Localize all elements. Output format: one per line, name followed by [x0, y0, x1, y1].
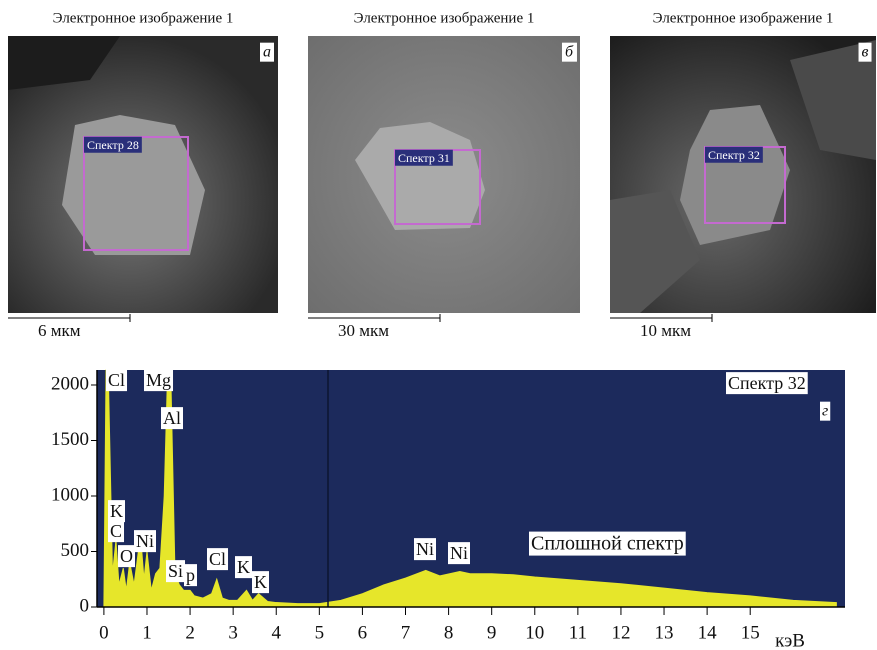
shadow — [8, 36, 120, 90]
y-tick-label: 2000 — [51, 373, 89, 394]
peak-label: Спектр 32 — [728, 373, 806, 393]
peak-label: Cl — [209, 549, 226, 569]
x-axis-label: кэВ — [775, 630, 805, 650]
label-box — [84, 136, 142, 153]
label-box — [726, 372, 808, 395]
peak-label: Al — [163, 408, 181, 428]
x-tick-label: 3 — [228, 622, 238, 643]
spectrum-label: Спектр 28 — [87, 138, 139, 152]
panel-letter: б — [565, 44, 574, 61]
label-box — [252, 571, 269, 594]
peak-label: г — [822, 403, 828, 420]
label-box — [106, 369, 128, 392]
x-tick-label: 2 — [185, 622, 195, 643]
label-box — [529, 531, 686, 556]
spectrum-label: Спектр 31 — [398, 151, 450, 165]
peak-label: Si — [168, 561, 183, 581]
label-box — [207, 548, 229, 571]
label-box — [820, 401, 831, 421]
y-tick-label: 0 — [80, 595, 90, 616]
peak-label: Cl — [108, 370, 125, 390]
x-tick-label: 14 — [698, 622, 718, 643]
peak-label: Ni — [136, 531, 154, 551]
peak-label: Сплошной спектр — [531, 533, 684, 555]
label-box — [448, 542, 470, 565]
scale-label: 10 мкм — [640, 321, 691, 340]
label-box — [134, 530, 156, 553]
label-box — [858, 42, 872, 62]
x-tick-label: 1 — [142, 622, 152, 643]
peak-label: K — [237, 557, 250, 577]
x-tick-label: 15 — [741, 622, 760, 643]
scale-label: 6 мкм — [38, 321, 81, 340]
x-tick-label: 5 — [315, 622, 325, 643]
rock — [610, 190, 700, 313]
label-box — [414, 538, 436, 561]
label-box — [395, 149, 453, 166]
label-box — [108, 500, 125, 523]
x-tick-label: 4 — [271, 622, 281, 643]
label-box — [705, 146, 763, 163]
label-box — [108, 520, 125, 543]
label-box — [166, 560, 186, 583]
caption: Электронное изображение 1 — [653, 10, 834, 26]
peak-label: Mg — [146, 370, 171, 390]
y-tick-label: 1000 — [51, 484, 89, 505]
label-box — [260, 42, 274, 62]
x-tick-label: 10 — [525, 622, 544, 643]
x-tick-label: 11 — [569, 622, 587, 643]
peak-label: O — [120, 546, 133, 566]
spectrum-area — [103, 369, 837, 608]
peak-label: Ni — [416, 539, 434, 559]
x-tick-label: 9 — [487, 622, 497, 643]
panel-letter: в — [862, 44, 869, 61]
x-tick-label: 0 — [99, 622, 109, 643]
x-tick-label: 6 — [358, 622, 368, 643]
x-tick-label: 13 — [655, 622, 674, 643]
peak-label: Ni — [450, 543, 468, 563]
label-box — [561, 42, 577, 62]
spectrum-label: Спектр 32 — [708, 148, 760, 162]
label-box — [161, 407, 183, 430]
peak-label: C — [110, 521, 122, 541]
label-box — [118, 545, 135, 568]
caption: Электронное изображение 1 — [53, 10, 234, 26]
label-box — [184, 564, 197, 587]
y-tick-label: 500 — [61, 540, 90, 561]
peak-label: K — [110, 501, 123, 521]
label-box — [235, 556, 252, 579]
scale-label: 30 мкм — [338, 321, 389, 340]
x-tick-label: 12 — [611, 622, 630, 643]
peak-label: p — [186, 565, 195, 585]
panel-letter: а — [263, 44, 271, 61]
x-tick-label: 8 — [444, 622, 454, 643]
plot-background — [97, 370, 845, 607]
label-box — [144, 369, 174, 392]
caption: Электронное изображение 1 — [354, 10, 535, 26]
peak-label: K — [254, 572, 267, 592]
x-tick-label: 7 — [401, 622, 411, 643]
rock — [790, 40, 876, 160]
y-tick-label: 1500 — [51, 429, 89, 450]
particle — [680, 105, 790, 245]
